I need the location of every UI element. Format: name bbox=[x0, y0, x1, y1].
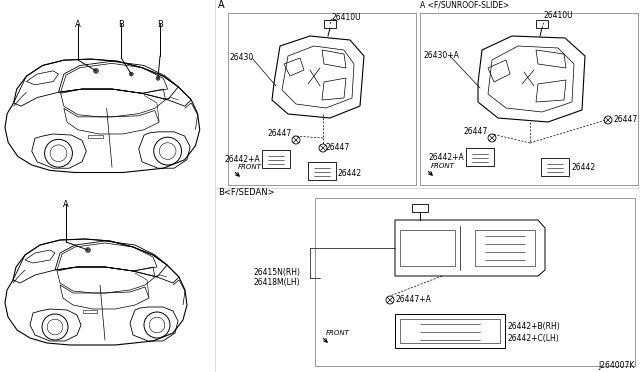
Bar bbox=[228, 13, 416, 185]
Text: B<F/SEDAN>: B<F/SEDAN> bbox=[218, 187, 275, 196]
Bar bbox=[400, 230, 455, 266]
Bar bbox=[536, 20, 548, 28]
Text: 26418M(LH): 26418M(LH) bbox=[254, 278, 301, 286]
Text: 26442: 26442 bbox=[338, 170, 362, 179]
Bar bbox=[308, 162, 336, 180]
Text: 26447: 26447 bbox=[464, 128, 488, 137]
Bar bbox=[420, 13, 638, 185]
Circle shape bbox=[156, 76, 160, 80]
Bar bbox=[475, 230, 535, 266]
Text: B: B bbox=[118, 20, 124, 29]
Circle shape bbox=[86, 247, 90, 253]
Text: 26442+A: 26442+A bbox=[428, 154, 464, 163]
Text: 26447: 26447 bbox=[613, 115, 637, 125]
Text: 26442: 26442 bbox=[571, 164, 595, 173]
Text: A: A bbox=[218, 0, 225, 10]
Text: 26410U: 26410U bbox=[544, 12, 573, 20]
Bar bbox=[262, 150, 290, 168]
Bar bbox=[412, 204, 428, 212]
Text: FRONT: FRONT bbox=[326, 330, 349, 336]
Text: 26447+A: 26447+A bbox=[396, 295, 432, 305]
Text: 26442+B(RH): 26442+B(RH) bbox=[508, 323, 561, 331]
Text: B: B bbox=[157, 20, 163, 29]
Text: 26430: 26430 bbox=[230, 54, 254, 62]
Text: FRONT: FRONT bbox=[431, 163, 454, 169]
Bar bbox=[395, 314, 505, 348]
Bar bbox=[400, 319, 500, 343]
Text: A <F/SUNROOF-SLIDE>: A <F/SUNROOF-SLIDE> bbox=[420, 0, 509, 10]
Text: 26415N(RH): 26415N(RH) bbox=[254, 267, 301, 276]
Text: 26447: 26447 bbox=[268, 129, 292, 138]
Bar bbox=[315, 198, 635, 366]
Circle shape bbox=[93, 68, 99, 73]
Text: 26442+C(LH): 26442+C(LH) bbox=[508, 334, 560, 343]
Circle shape bbox=[129, 72, 133, 76]
Text: A: A bbox=[75, 20, 81, 29]
Bar bbox=[324, 20, 336, 28]
Text: J264007K: J264007K bbox=[598, 362, 635, 371]
Bar bbox=[541, 158, 569, 176]
Text: FRONT: FRONT bbox=[237, 164, 261, 170]
Text: 26447: 26447 bbox=[326, 144, 350, 153]
Text: 26410U: 26410U bbox=[332, 13, 362, 22]
Text: 26442+A: 26442+A bbox=[224, 155, 260, 164]
Bar bbox=[466, 148, 494, 166]
Text: 26430+A: 26430+A bbox=[424, 51, 460, 61]
Text: A: A bbox=[63, 200, 69, 209]
